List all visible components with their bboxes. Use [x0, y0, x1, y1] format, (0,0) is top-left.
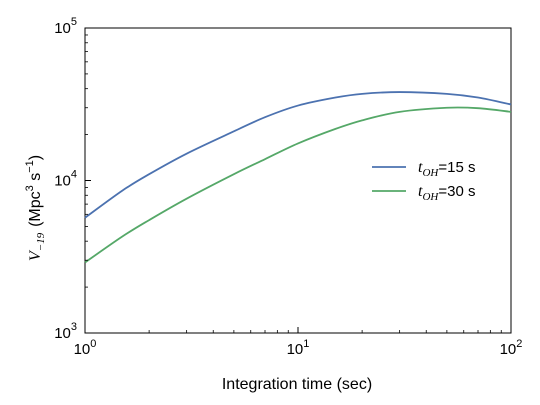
y-axis-units-exp1: 3 [24, 185, 36, 191]
legend-item-2: tOH=30 s [372, 183, 475, 203]
y-tick-label: 103 [54, 321, 77, 342]
plot-frame [84, 27, 512, 334]
svg-text:V−19(Mpc3 s−1): V−19 (Mpc3 s−1) [24, 155, 47, 261]
y-tick-label: 105 [54, 16, 77, 37]
series-layer [84, 91, 512, 264]
y-axis-subscript: −19 [35, 232, 47, 251]
series-line-2 [84, 106, 512, 264]
x-tick-label: 102 [500, 338, 523, 358]
y-axis-units-prefix: (Mpc [27, 191, 44, 227]
y-axis-units-mid: s [27, 173, 44, 185]
legend-label: tOH=30 s [418, 183, 475, 203]
legend-item-1: tOH=15 s [372, 159, 475, 179]
x-tick-label: 100 [74, 338, 97, 358]
y-tick-label: 104 [54, 169, 77, 190]
y-axis-label: V−19 (Mpc3 s−1) [24, 155, 47, 261]
y-axis-units-suffix: ) [27, 155, 44, 160]
x-tick-label: 101 [287, 338, 310, 358]
legend-label: tOH=15 s [418, 159, 475, 179]
y-axis-symbol: V [27, 249, 44, 261]
x-axis-label: Integration time (sec) [222, 376, 372, 393]
plot-area [84, 27, 512, 334]
legend: tOH=15 s tOH=30 s [372, 159, 475, 203]
ticks-layer: 100 101 102 103 104 105 [54, 16, 522, 358]
y-axis-units-exp2: −1 [24, 160, 36, 173]
series-line-1 [84, 91, 512, 219]
